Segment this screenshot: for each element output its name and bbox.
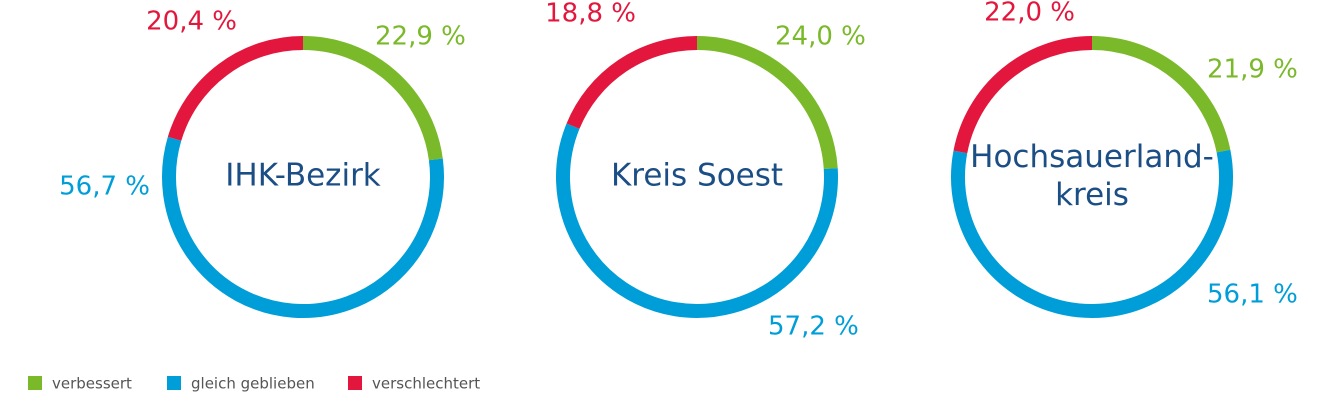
donut-segment <box>953 36 1093 154</box>
value-label: 56,1 % <box>1207 280 1298 310</box>
value-label: 22,9 % <box>375 22 466 52</box>
legend-label: gleich geblieben <box>191 375 315 393</box>
donut-segment <box>696 36 838 170</box>
legend-swatch <box>28 376 42 390</box>
donut-segment <box>162 136 444 318</box>
center-label: Kreis Soest <box>611 158 783 194</box>
legend-swatch <box>348 376 362 390</box>
legend-label: verschlechtert <box>372 375 480 393</box>
value-label: 57,2 % <box>768 312 859 342</box>
donut-segment <box>167 36 304 141</box>
donut-segment <box>951 149 1233 318</box>
legend-swatch <box>167 376 181 390</box>
value-label: 20,4 % <box>146 7 237 37</box>
donut-segment <box>556 123 838 318</box>
center-label: IHK-Bezirk <box>225 158 381 194</box>
legend-label: verbessert <box>52 375 132 393</box>
value-label: 24,0 % <box>775 22 866 52</box>
value-label: 56,7 % <box>59 172 150 202</box>
value-label: 22,0 % <box>984 0 1075 28</box>
value-label: 21,9 % <box>1207 55 1298 85</box>
value-label: 18,8 % <box>545 0 636 29</box>
donut-segment <box>1091 36 1231 153</box>
donut-segment <box>302 36 443 161</box>
center-label: Hochsauerland-kreis <box>970 139 1214 213</box>
donut-segment <box>566 36 698 129</box>
